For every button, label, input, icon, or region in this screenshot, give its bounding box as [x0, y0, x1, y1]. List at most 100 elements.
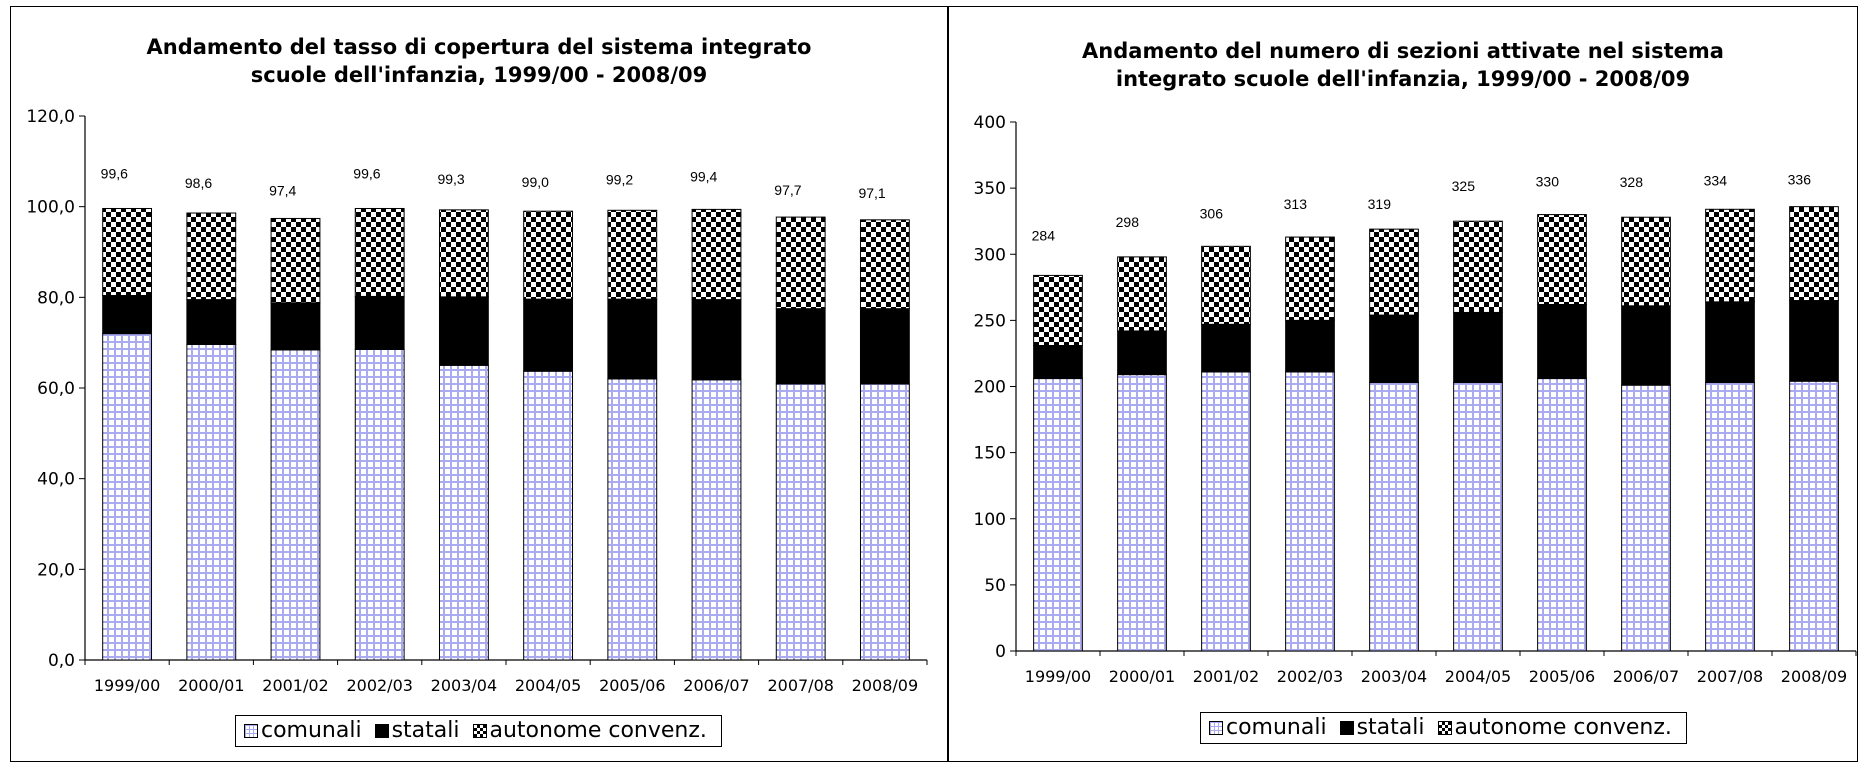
legend-swatch-comunali — [244, 724, 258, 738]
bar-comunali-2001/02 — [270, 349, 321, 661]
bar-comunali-2008/09 — [859, 383, 910, 661]
legend-label-statali: statali — [1356, 715, 1425, 740]
x-tick-label: 2002/03 — [1277, 667, 1343, 686]
bar-statali-2001/02 — [270, 302, 321, 351]
axes: 0,0 20,0 40,0 60,0 80,0 100,0 120,0 1999/00 2000… — [26, 107, 928, 695]
y-tick-label: 100,0 — [26, 198, 75, 218]
total-label-2003/04: 99,3 — [437, 171, 464, 187]
bar-statali-2001/02 — [1201, 323, 1251, 373]
bar-autonome-2005/06 — [607, 209, 658, 300]
x-tick-label: 2005/06 — [599, 676, 665, 695]
bar-statali-2002/03 — [1285, 319, 1335, 373]
x-tick-label: 2004/05 — [515, 676, 581, 695]
y-tick-label: 20,0 — [37, 560, 75, 580]
bar-comunali-2006/07 — [691, 379, 742, 661]
bar-statali-2003/04 — [438, 296, 489, 366]
chart-title: Andamento del tasso di copertura del sis… — [146, 35, 812, 87]
bar-statali-2000/01 — [186, 299, 237, 345]
bar-autonome-2004/05 — [523, 210, 574, 300]
x-tick-label: 1999/00 — [94, 676, 160, 695]
bar-autonome-2006/07 — [691, 208, 742, 301]
y-tick-label: 0 — [995, 642, 1006, 662]
bars: 99,6 98,6 97,4 99,6 99,3 99,0 99,2 99,4 97,7 97,1 — [101, 165, 910, 661]
total-label-2003/04: 319 — [1368, 196, 1392, 212]
bar-autonome-2000/01 — [1117, 256, 1167, 332]
legend-swatch-comunali — [1209, 721, 1223, 735]
legend-swatch-autonome — [472, 724, 487, 738]
x-tick-label: 2001/02 — [1193, 667, 1259, 686]
x-tick-label: 2000/01 — [1109, 667, 1175, 686]
sections-count-chart: 0 50 100 150 200 250 300 350 400 1999/00 2000/01 20… — [974, 113, 1857, 686]
bar-autonome-2003/04 — [438, 209, 489, 298]
total-label-2001/02: 306 — [1200, 205, 1224, 221]
bar-autonome-2001/02 — [1201, 245, 1251, 325]
bar-autonome-2005/06 — [1537, 214, 1587, 306]
bar-autonome-2003/04 — [1369, 228, 1419, 316]
x-tick-label: 2000/01 — [178, 676, 244, 695]
coverage-rate-chart-panel: Andamento del tasso di copertura del sis… — [10, 6, 948, 762]
sections-count-chart-panel: Andamento del numero di sezioni attivate… — [948, 6, 1858, 762]
bar-statali-2008/09 — [1789, 300, 1839, 382]
legend-label-comunali: comunali — [1226, 715, 1327, 740]
y-tick-label: 40,0 — [37, 470, 75, 490]
x-tick-label: 2006/07 — [1613, 667, 1679, 686]
bar-statali-2005/06 — [1537, 304, 1587, 380]
total-label-2006/07: 328 — [1620, 174, 1644, 190]
bar-comunali-2006/07 — [1621, 384, 1671, 652]
legend-label-autonome: autonome convenz. — [1454, 715, 1672, 740]
y-tick-label: 350 — [974, 179, 1006, 199]
bar-statali-2003/04 — [1369, 314, 1419, 384]
total-label-2005/06: 330 — [1536, 174, 1560, 190]
bar-autonome-2008/09 — [859, 219, 910, 310]
bar-autonome-2006/07 — [1621, 216, 1671, 307]
bar-comunali-2000/01 — [186, 343, 237, 661]
y-tick-label: 150 — [974, 444, 1006, 464]
legend-item-statali: statali — [1339, 713, 1425, 743]
bar-statali-2000/01 — [1117, 330, 1167, 376]
y-tick-label: 120,0 — [26, 107, 75, 127]
legend-swatch-autonome — [1437, 721, 1452, 735]
y-tick-label: 100 — [974, 510, 1006, 530]
total-label-2007/08: 334 — [1704, 172, 1728, 188]
x-tick-label: 2005/06 — [1529, 667, 1595, 686]
y-tick-label: 60,0 — [37, 379, 75, 399]
total-label-2007/08: 97,7 — [774, 182, 801, 198]
legend-item-autonome: autonome convenz. — [1437, 713, 1672, 743]
bar-comunali-2003/04 — [438, 364, 489, 661]
chart-legend: comunali statali autonome convenz. — [1200, 712, 1687, 744]
bar-autonome-2001/02 — [270, 217, 321, 304]
bar-autonome-2007/08 — [775, 216, 826, 310]
total-label-2008/09: 336 — [1788, 172, 1812, 188]
bars: 284 298 306 313 319 325 330 328 334 336 — [1032, 172, 1839, 652]
total-label-2004/05: 99,0 — [522, 174, 549, 190]
bar-autonome-2004/05 — [1453, 220, 1503, 313]
bar-comunali-2005/06 — [607, 378, 658, 661]
bar-statali-2007/08 — [1705, 301, 1755, 384]
y-tick-label: 50 — [984, 576, 1006, 596]
y-tick-label: 300 — [974, 245, 1006, 265]
chart-legend: comunali statali autonome convenz. — [235, 715, 722, 747]
total-label-1999/00: 284 — [1032, 227, 1056, 243]
total-label-1999/00: 99,6 — [101, 165, 128, 181]
x-tick-label: 2008/09 — [1781, 667, 1847, 686]
bar-statali-2005/06 — [607, 298, 658, 380]
total-label-2008/09: 97,1 — [858, 185, 885, 201]
x-tick-label: 2003/04 — [1361, 667, 1427, 686]
legend-item-comunali: comunali — [1209, 713, 1327, 743]
bar-statali-2004/05 — [523, 298, 574, 372]
total-label-2006/07: 99,4 — [690, 168, 717, 184]
x-tick-label: 2006/07 — [683, 676, 749, 695]
bar-statali-2007/08 — [775, 308, 826, 385]
bar-autonome-2007/08 — [1705, 208, 1755, 303]
bar-statali-1999/00 — [1033, 345, 1083, 380]
bar-comunali-2001/02 — [1201, 371, 1251, 652]
x-tick-label: 2003/04 — [431, 676, 497, 695]
bar-autonome-2002/03 — [354, 207, 405, 297]
total-label-2004/05: 325 — [1452, 178, 1476, 194]
x-tick-label: 1999/00 — [1025, 667, 1091, 686]
legend-label-autonome: autonome convenz. — [489, 718, 707, 743]
x-tick-label: 2007/08 — [1697, 667, 1763, 686]
legend-item-comunali: comunali — [244, 716, 362, 746]
y-tick-label: 400 — [974, 113, 1006, 133]
x-tick-label: 2002/03 — [346, 676, 412, 695]
